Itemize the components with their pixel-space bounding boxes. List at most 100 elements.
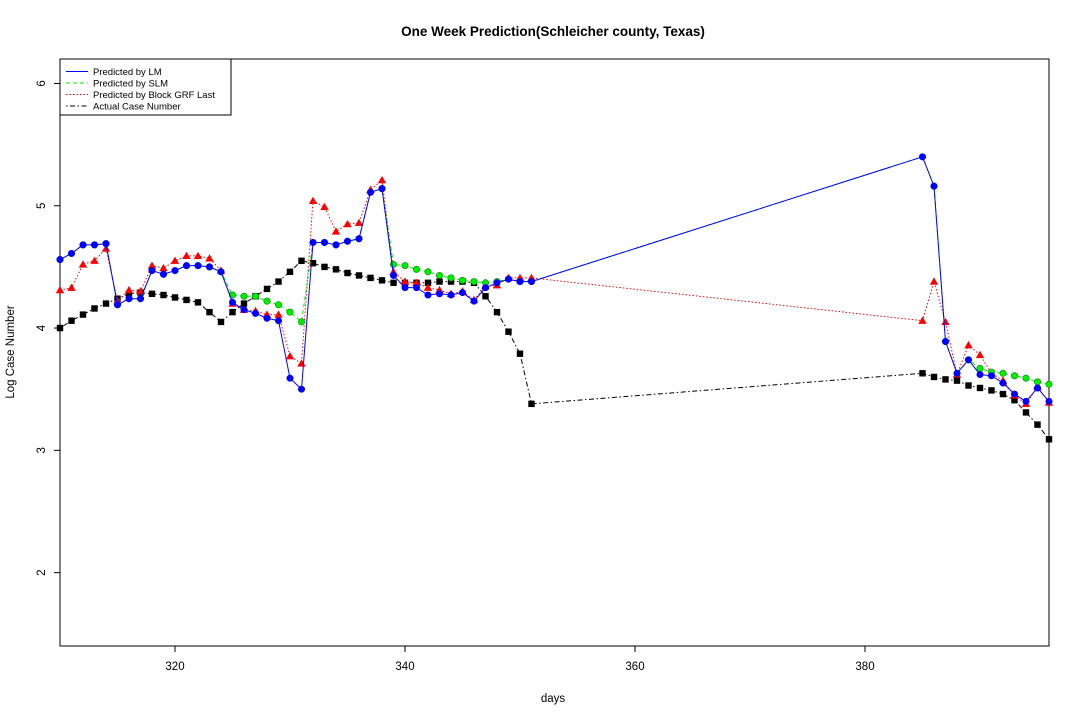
data-point bbox=[263, 297, 271, 305]
data-point bbox=[1010, 372, 1018, 380]
data-point bbox=[298, 257, 305, 264]
data-point bbox=[447, 291, 455, 299]
data-point bbox=[930, 182, 938, 190]
x-tick-label: 360 bbox=[625, 661, 644, 673]
data-point bbox=[194, 262, 202, 270]
data-point bbox=[68, 249, 76, 257]
data-point bbox=[274, 310, 283, 318]
data-point bbox=[125, 295, 133, 303]
data-point bbox=[125, 290, 133, 297]
data-point bbox=[1022, 409, 1030, 416]
data-point bbox=[976, 371, 984, 379]
data-point bbox=[493, 308, 501, 316]
data-point bbox=[275, 278, 282, 285]
data-point bbox=[964, 340, 973, 349]
data-point bbox=[147, 261, 157, 269]
data-point bbox=[999, 390, 1007, 398]
legend-entry: Predicted by SLM bbox=[93, 79, 168, 90]
data-point bbox=[355, 272, 363, 279]
data-point bbox=[458, 289, 466, 297]
data-point bbox=[171, 267, 179, 275]
data-point bbox=[124, 285, 134, 294]
data-point bbox=[274, 301, 282, 309]
plot-box bbox=[59, 58, 1050, 647]
data-point bbox=[988, 387, 995, 394]
data-point bbox=[297, 385, 305, 393]
data-point bbox=[297, 318, 305, 326]
data-point bbox=[252, 309, 260, 317]
data-point bbox=[965, 382, 972, 389]
data-point bbox=[183, 296, 190, 304]
x-tick-label: 320 bbox=[165, 661, 184, 673]
data-point bbox=[217, 268, 225, 276]
data-point bbox=[447, 274, 455, 282]
data-point bbox=[91, 241, 99, 249]
data-point bbox=[321, 263, 328, 271]
data-point bbox=[929, 277, 939, 285]
data-point bbox=[263, 314, 271, 322]
data-point bbox=[976, 364, 984, 372]
data-point bbox=[309, 260, 317, 267]
data-point bbox=[504, 275, 512, 283]
data-point bbox=[205, 254, 214, 262]
data-point bbox=[412, 278, 421, 286]
data-point bbox=[286, 268, 294, 275]
data-point bbox=[182, 251, 191, 260]
data-point bbox=[401, 284, 409, 292]
data-point bbox=[366, 188, 374, 196]
data-point bbox=[435, 271, 443, 279]
data-point bbox=[263, 285, 271, 293]
data-point bbox=[102, 300, 110, 307]
chart-title: One Week Prediction(Schleicher county, T… bbox=[401, 24, 705, 39]
series-0 bbox=[56, 153, 1053, 405]
data-point bbox=[527, 278, 535, 286]
data-point bbox=[481, 284, 489, 292]
data-point bbox=[79, 241, 87, 249]
series-layer bbox=[55, 153, 1054, 443]
data-point bbox=[1022, 397, 1030, 405]
data-point bbox=[999, 379, 1007, 387]
data-point bbox=[320, 238, 328, 246]
data-point bbox=[159, 263, 168, 272]
data-point bbox=[240, 306, 248, 314]
y-tick-label: 6 bbox=[36, 80, 48, 86]
data-point bbox=[91, 305, 98, 312]
data-point bbox=[493, 279, 501, 287]
data-point bbox=[964, 356, 972, 364]
data-point bbox=[458, 276, 466, 284]
data-point bbox=[331, 227, 341, 235]
data-point bbox=[160, 270, 168, 278]
data-point bbox=[390, 279, 397, 286]
data-point bbox=[170, 256, 180, 264]
data-point bbox=[412, 284, 420, 292]
data-point bbox=[941, 317, 950, 326]
legend-entry: Predicted by LM bbox=[93, 67, 162, 78]
data-point bbox=[344, 269, 351, 277]
data-point bbox=[424, 291, 432, 299]
data-point bbox=[953, 369, 961, 377]
data-point bbox=[516, 278, 524, 286]
data-point bbox=[930, 373, 938, 381]
data-point bbox=[470, 297, 478, 305]
data-point bbox=[285, 351, 295, 360]
data-point bbox=[193, 251, 203, 260]
data-point bbox=[505, 328, 512, 335]
legend-entry: Actual Case Number bbox=[93, 102, 181, 113]
data-point bbox=[1034, 384, 1042, 392]
data-point bbox=[1011, 396, 1018, 404]
data-point bbox=[528, 400, 535, 408]
data-point bbox=[274, 317, 282, 325]
x-tick-label: 340 bbox=[395, 661, 414, 673]
data-point bbox=[424, 279, 432, 286]
data-point bbox=[918, 153, 926, 161]
data-point bbox=[78, 260, 88, 268]
data-point bbox=[332, 241, 340, 249]
data-point bbox=[1022, 374, 1030, 382]
data-point bbox=[941, 337, 949, 345]
data-point bbox=[918, 316, 927, 324]
data-point bbox=[412, 265, 420, 273]
data-point bbox=[355, 235, 363, 243]
data-point bbox=[942, 376, 949, 383]
data-point bbox=[343, 219, 352, 228]
